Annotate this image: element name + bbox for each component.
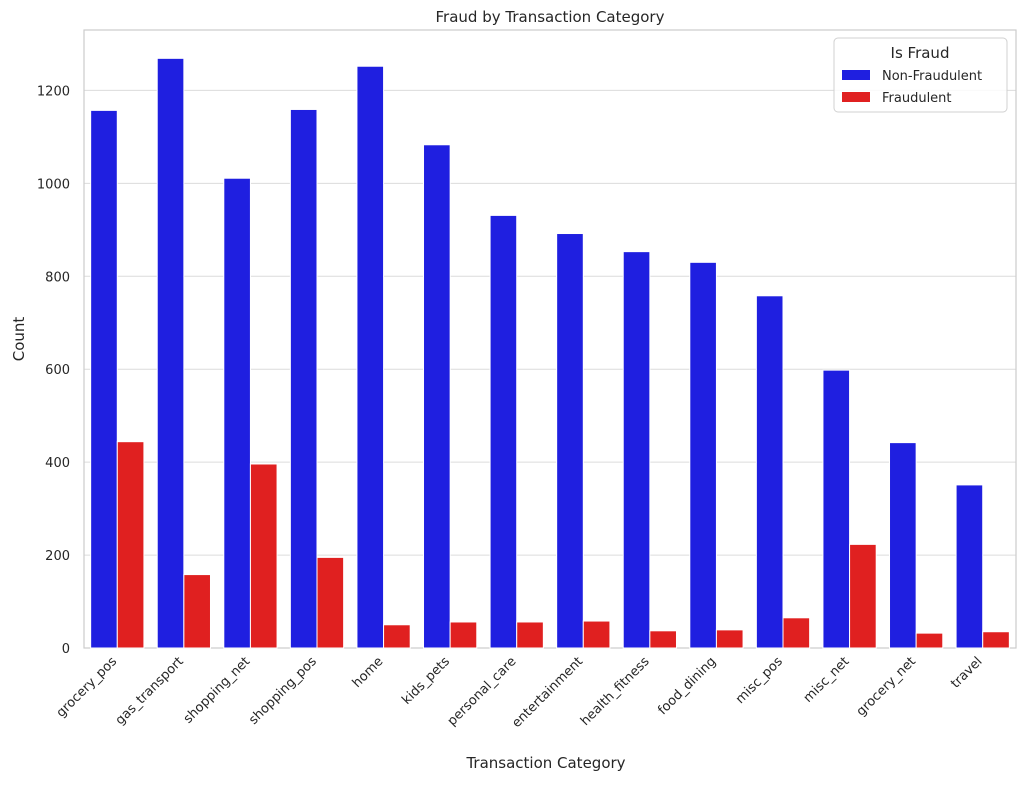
x-tick-label: shopping_net [181,654,253,726]
bar-fraudulent-grocery_net [915,632,944,649]
bar-fraudulent-health_fitness [649,630,677,649]
bar-fraudulent-misc_pos [782,617,811,649]
bar-non-fraudulent-health_fitness [622,251,651,649]
bar-fraudulent-shopping_pos [316,556,345,649]
bar-non-fraudulent-gas_transport [156,57,185,649]
bar-fraudulent-kids_pets [449,621,478,649]
y-tick-label: 1000 [37,177,70,192]
x-axis-label: Transaction Category [465,754,625,772]
x-tick-label: shopping_pos [246,654,320,728]
x-tick-label: travel [948,654,985,691]
y-tick-label: 200 [45,549,70,564]
bar-non-fraudulent-travel [955,484,984,649]
y-tick-label: 800 [45,270,70,285]
plot-frame [83,29,1017,649]
bar-non-fraudulent-food_dining [689,261,717,649]
legend-swatch-1 [842,92,870,102]
bar-fraudulent-entertainment [582,620,611,649]
y-tick-label: 400 [45,456,70,471]
x-tick-label: entertainment [509,654,586,731]
y-tick-label: 1200 [37,84,70,99]
x-tick-label: food_dining [655,654,719,718]
bar-fraudulent-personal_care [516,621,544,649]
legend-label: Non-Fraudulent [882,69,982,84]
bar-non-fraudulent-shopping_pos [289,108,318,649]
x-tick-label: misc_pos [733,654,786,707]
x-tick-label: home [350,654,387,691]
bar-fraudulent-gas_transport [183,574,211,649]
y-tick-label: 0 [62,642,70,657]
x-tick-label: kids_pets [399,654,453,708]
bar-non-fraudulent-kids_pets [423,144,451,649]
bar-fraudulent-food_dining [715,629,744,649]
bar-fraudulent-travel [982,631,1010,649]
x-tick-label: personal_care [445,654,520,729]
bar-non-fraudulent-grocery_net [889,442,917,649]
bar-non-fraudulent-shopping_net [223,177,251,649]
x-tick-label: misc_net [801,654,853,706]
bar-fraudulent-shopping_net [249,463,278,649]
bar-non-fraudulent-grocery_pos [90,109,118,649]
bar-non-fraudulent-misc_pos [755,295,784,649]
legend-box [833,37,1008,113]
legend-label: Fraudulent [882,91,952,106]
y-tick-label: 600 [45,363,70,378]
bar-non-fraudulent-home [356,65,385,649]
x-tick-label: grocery_pos [54,654,121,721]
bar-fraudulent-grocery_pos [116,441,145,649]
y-axis-label: Count [10,317,28,362]
x-tick-label: grocery_net [854,654,919,719]
legend-swatch-0 [842,70,870,80]
bar-fraudulent-home [383,624,411,649]
legend-title: Is Fraud [891,44,950,62]
bar-non-fraudulent-misc_net [822,369,851,649]
bar-fraudulent-misc_net [849,543,877,649]
chart-title: Fraud by Transaction Category [436,8,665,26]
bar-non-fraudulent-entertainment [556,233,584,649]
bar-non-fraudulent-personal_care [489,214,518,649]
x-tick-label: health_fitness [578,654,653,729]
x-tick-label: gas_transport [113,654,187,728]
